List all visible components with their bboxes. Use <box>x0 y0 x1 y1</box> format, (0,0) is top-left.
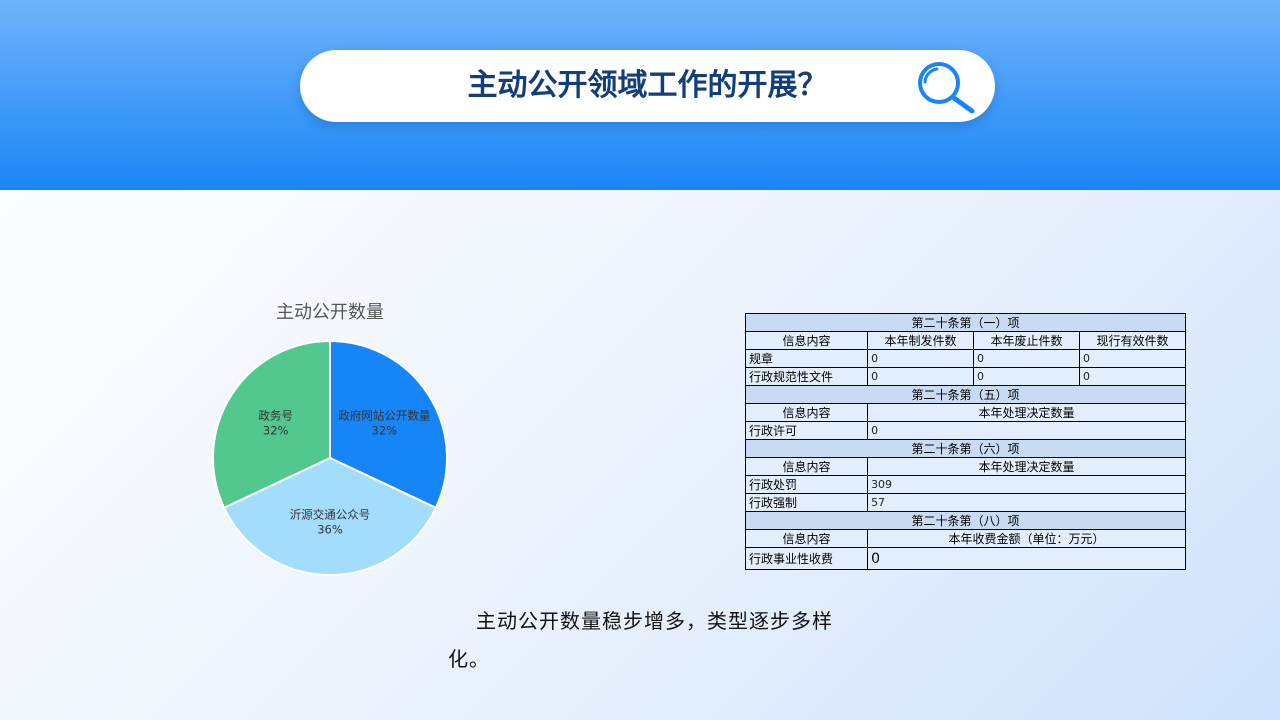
column-header: 本年处理决定数量 <box>867 457 1186 476</box>
column-header: 本年收费金额（单位：万元） <box>867 529 1186 548</box>
cell: 0 <box>1079 349 1186 368</box>
column-header: 本年制发件数 <box>867 331 975 350</box>
cell: 0 <box>973 367 1080 386</box>
cell: 309 <box>867 475 1186 494</box>
row-label: 行政强制 <box>744 493 869 512</box>
column-header: 本年废止件数 <box>973 331 1080 350</box>
column-header: 本年处理决定数量 <box>867 403 1186 422</box>
description-text: 主动公开数量稳步增多，类型逐步多样化。 <box>448 609 833 671</box>
section-title: 第二十条第（五）项 <box>745 385 1186 404</box>
page-title: 主动公开领域工作的开展？ <box>467 68 828 103</box>
row-label: 行政许可 <box>744 421 869 440</box>
column-header: 现行有效件数 <box>1079 331 1186 350</box>
table-row: 行政规范性文件 0 0 0 <box>744 367 1186 386</box>
cell: 0 <box>867 349 975 368</box>
header-banner: 主动公开领域工作的开展？ <box>0 0 1280 190</box>
pie-slice <box>222 456 438 576</box>
table-row: 行政处罚 309 <box>744 475 1186 494</box>
slice-value-label: 32% <box>263 424 289 438</box>
column-header: 信息内容 <box>744 457 869 476</box>
section-title: 第二十条第（八）项 <box>745 511 1186 530</box>
column-header: 信息内容 <box>744 403 869 422</box>
cell: 0 <box>867 421 1186 440</box>
column-header: 信息内容 <box>744 331 869 350</box>
chart-title: 主动公开数量 <box>276 302 384 323</box>
table-row: 行政许可 0 <box>744 421 1186 440</box>
cell: 57 <box>867 493 1186 512</box>
row-label: 行政处罚 <box>744 475 869 494</box>
slice-label: 沂源交通公众号 <box>290 507 371 521</box>
table-row: 规章 0 0 0 <box>744 349 1186 368</box>
table-row: 行政事业性收费 0 <box>744 547 1186 570</box>
row-label: 行政规范性文件 <box>744 367 869 386</box>
row-label: 行政事业性收费 <box>744 547 869 570</box>
slice-label: 政府网站公开数量 <box>338 409 430 423</box>
cell: 0 <box>867 367 975 386</box>
slice-label: 政务号 <box>258 409 293 423</box>
search-icon <box>918 62 975 114</box>
slice-value-label: 32% <box>372 424 398 438</box>
search-bar: 主动公开领域工作的开展？ <box>300 50 995 122</box>
pie-slice <box>329 339 448 510</box>
column-header: 信息内容 <box>744 529 869 548</box>
section-title: 第二十条第（一）项 <box>745 313 1186 332</box>
cell: 0 <box>973 349 1080 368</box>
table-row: 行政强制 57 <box>744 493 1186 512</box>
cell: 0 <box>867 547 1186 570</box>
pie-slice <box>212 339 331 510</box>
slice-value-label: 36% <box>317 522 343 536</box>
section-title: 第二十条第（六）项 <box>745 439 1186 458</box>
cell: 0 <box>1079 367 1186 386</box>
disclosure-table: 第二十条第（一）项 信息内容 本年制发件数 本年废止件数 现行有效件数 规章 0 0 0 行… <box>744 313 1186 570</box>
row-label: 规章 <box>744 349 869 368</box>
